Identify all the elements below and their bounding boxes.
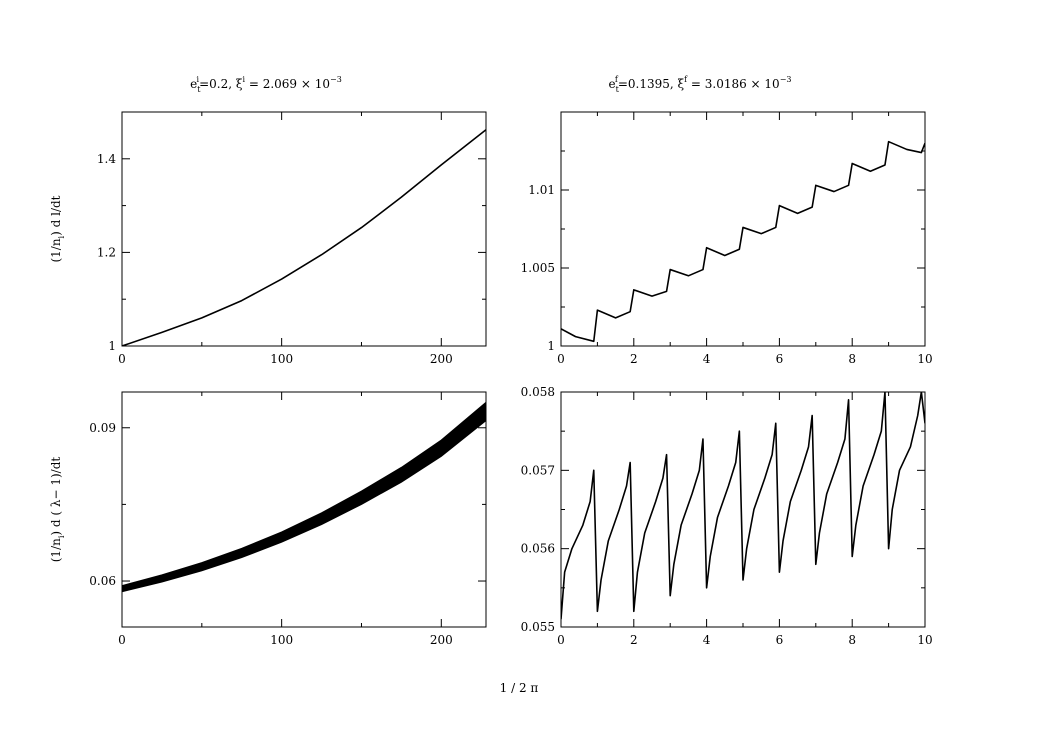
y-tick-label: 1.01 [528, 183, 555, 197]
y-tick-label: 1 [547, 339, 555, 353]
plot-frame [560, 391, 926, 628]
y-tick-label: 1.2 [97, 245, 116, 259]
x-tick-label: 200 [430, 633, 453, 647]
x-tick-label: 8 [848, 633, 856, 647]
chart-top-right: 0 2 4 6 8 10 1 1.005 1.01 etf=0.1395, ξf = 3.0186… [521, 75, 933, 366]
chart-title: eti=0.2, ξi = 2.069 × 10−3 [190, 75, 342, 94]
x-tick-label: 0 [557, 352, 565, 366]
chart-top-left: 0 100 200 1 1.2 1.4 eti=0.2, ξi = 2.069 × 10−3… [49, 75, 487, 366]
x-tick-label: 4 [703, 352, 711, 366]
chart-bottom-left: 0 100 200 0.06 0.09 (1/ni) d ( λ− 1)/dt [49, 391, 487, 647]
x-tick-label: 2 [630, 633, 638, 647]
x-tick-label: 6 [776, 633, 784, 647]
series-line [122, 129, 486, 346]
y-tick-label: 0.06 [89, 574, 116, 588]
plot-frame [121, 391, 487, 628]
x-tick-label: 10 [917, 352, 932, 366]
y-tick-label: 1.4 [97, 152, 116, 166]
x-tick-label: 0 [118, 633, 126, 647]
x-tick-label: 4 [703, 633, 711, 647]
x-tick-label: 100 [270, 633, 293, 647]
plot-frame [121, 111, 487, 347]
x-tick-label: 6 [776, 352, 784, 366]
chart-title: etf=0.1395, ξf = 3.0186 × 10−3 [609, 75, 792, 94]
series-line [561, 140, 925, 343]
x-tick-label: 0 [118, 352, 126, 366]
y-tick-label: 0.056 [521, 542, 555, 556]
y-axis-label: (1/ni) d l/dt [49, 195, 66, 262]
y-tick-label: 0.057 [521, 463, 555, 477]
x-tick-label: 2 [630, 352, 638, 366]
x-tick-label: 10 [917, 633, 932, 647]
x-tick-label: 8 [848, 352, 856, 366]
y-tick-label: 0.09 [89, 421, 116, 435]
y-tick-label: 0.058 [521, 385, 555, 399]
x-tick-label: 200 [430, 352, 453, 366]
series-band [122, 401, 486, 593]
x-tick-label: 100 [270, 352, 293, 366]
y-tick-label: 0.055 [521, 620, 555, 634]
chart-bottom-right: 0 2 4 6 8 10 0.055 0.056 0.057 0.058 [521, 385, 933, 647]
y-axis-label: (1/ni) d ( λ− 1)/dt [49, 457, 66, 563]
y-tick-label: 1.005 [521, 261, 555, 275]
x-tick-label: 0 [557, 633, 565, 647]
y-tick-label: 1 [108, 339, 116, 353]
shared-x-axis-label: 1 / 2 π [500, 681, 539, 695]
series-line [561, 392, 925, 620]
